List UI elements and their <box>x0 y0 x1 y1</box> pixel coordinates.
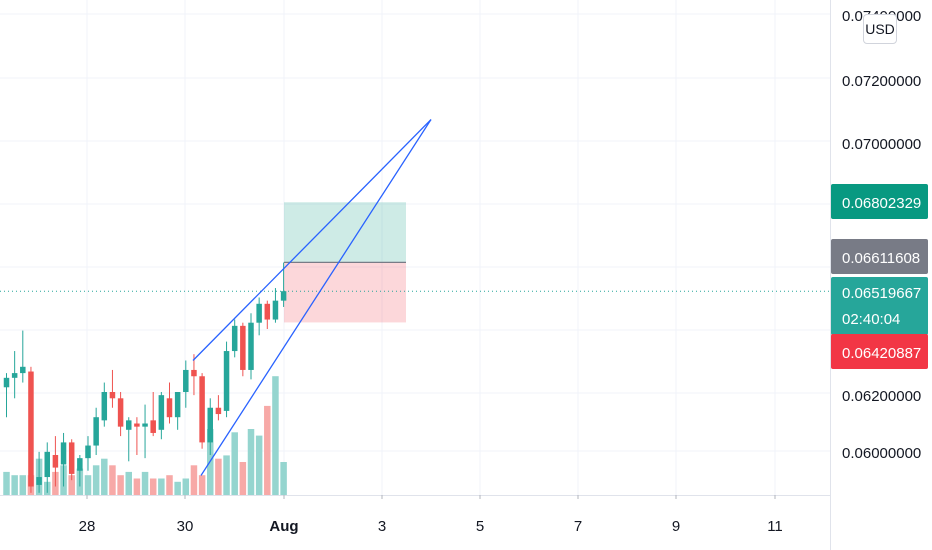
candle-body <box>52 455 59 468</box>
candle-body <box>101 392 108 421</box>
candle-body <box>248 322 254 370</box>
candle-body <box>20 366 26 374</box>
candle-body <box>264 303 271 320</box>
x-tick-label: 30 <box>177 518 194 535</box>
candlesticks <box>3 262 287 493</box>
y-tick-label: 0.06200000 <box>842 388 921 405</box>
y-tick-label: 0.07200000 <box>842 73 921 90</box>
x-tick-label: 7 <box>574 518 582 535</box>
volume-bar <box>272 376 279 495</box>
candle-body <box>117 398 124 427</box>
volume-bar <box>149 478 157 495</box>
candle-body <box>166 398 173 418</box>
x-tick-label: 3 <box>378 518 386 535</box>
volume-bar <box>84 475 92 495</box>
volume-bar <box>231 432 238 495</box>
volume-bar <box>166 475 173 495</box>
price-tags: 0.06802329 0.06611608 0.06519667 02:40:0… <box>831 184 928 369</box>
candle-body <box>60 442 67 465</box>
candle-body <box>183 369 189 392</box>
volume-bar <box>174 481 181 495</box>
candle-body <box>240 325 246 370</box>
y-tick-label: 0.06000000 <box>842 445 921 462</box>
candle-body <box>150 420 156 433</box>
candle-body <box>68 442 75 474</box>
candle-body <box>11 373 18 378</box>
last-price-value: 0.06519667 <box>842 285 921 302</box>
candle-body <box>77 458 83 471</box>
entry-price-tag <box>831 239 928 274</box>
y-axis-labels: 0.07400000 0.07200000 0.07000000 0.06200… <box>842 8 921 462</box>
axes <box>0 0 831 550</box>
candle-body <box>199 376 205 443</box>
candle-body <box>215 407 222 415</box>
volume-bar <box>125 471 132 495</box>
volume-bar <box>182 478 190 495</box>
x-tick-label: 5 <box>476 518 484 535</box>
volume-bar <box>264 405 271 495</box>
currency-button[interactable]: USD <box>863 14 897 44</box>
volume-bar <box>280 462 287 495</box>
candle-body <box>93 417 99 446</box>
volume-bar <box>158 478 165 495</box>
candle-body <box>109 392 116 399</box>
volume-bar <box>92 465 100 495</box>
volume-bar <box>190 465 198 495</box>
volume-bar <box>133 478 141 495</box>
volume-bar <box>255 435 263 495</box>
last-price-tag <box>831 277 928 335</box>
candle-body <box>207 407 213 443</box>
x-tick-label: Aug <box>269 518 298 535</box>
candle-body <box>158 395 165 430</box>
volume-bar <box>19 475 27 495</box>
target-price-value: 0.06802329 <box>842 195 921 212</box>
lower-trendline <box>200 119 432 476</box>
candle-body <box>174 392 181 418</box>
candle-body <box>280 291 287 301</box>
stop-price-tag <box>831 334 928 369</box>
target-price-tag <box>831 184 928 219</box>
grid-lines <box>0 0 830 495</box>
upper-trendline <box>192 119 432 361</box>
bar-countdown: 02:40:04 <box>842 311 900 328</box>
candle-body <box>191 369 197 377</box>
candle-body <box>223 351 230 411</box>
x-tick-label: 9 <box>672 518 680 535</box>
long-position-tool[interactable] <box>0 202 830 323</box>
volume-bar <box>247 429 255 495</box>
volume-bar <box>239 462 247 495</box>
volume-bar <box>215 458 222 495</box>
rising-wedge-trendlines[interactable] <box>192 119 432 476</box>
volume-bar <box>11 475 18 495</box>
y-tick-label: 0.07000000 <box>842 136 921 153</box>
candle-body <box>85 445 91 459</box>
candle-body <box>126 420 132 430</box>
x-axis-labels: 28 30 Aug 3 5 7 9 11 <box>79 518 783 535</box>
stop-price-value: 0.06420887 <box>842 345 921 362</box>
candle-body <box>28 371 34 487</box>
volume-bar <box>109 465 116 495</box>
volume-bar <box>223 455 230 495</box>
entry-price-value: 0.06611608 <box>842 250 920 267</box>
volume-bar <box>3 471 10 495</box>
volume-bar <box>117 475 124 495</box>
candle-body <box>142 423 148 427</box>
volume-bar <box>198 475 206 495</box>
volume-bar <box>101 458 108 495</box>
candle-body <box>134 423 140 427</box>
loss-zone <box>284 262 406 323</box>
candle-body <box>3 377 10 388</box>
volume-bar <box>141 471 149 495</box>
candle-body <box>256 303 262 323</box>
candle-body <box>44 451 50 478</box>
candle-body <box>36 477 42 485</box>
candle-body <box>272 300 279 320</box>
x-tick-label: 11 <box>767 518 783 535</box>
x-tick-label: 28 <box>79 518 96 535</box>
volume-bar <box>68 475 75 495</box>
candle-body <box>231 325 238 352</box>
